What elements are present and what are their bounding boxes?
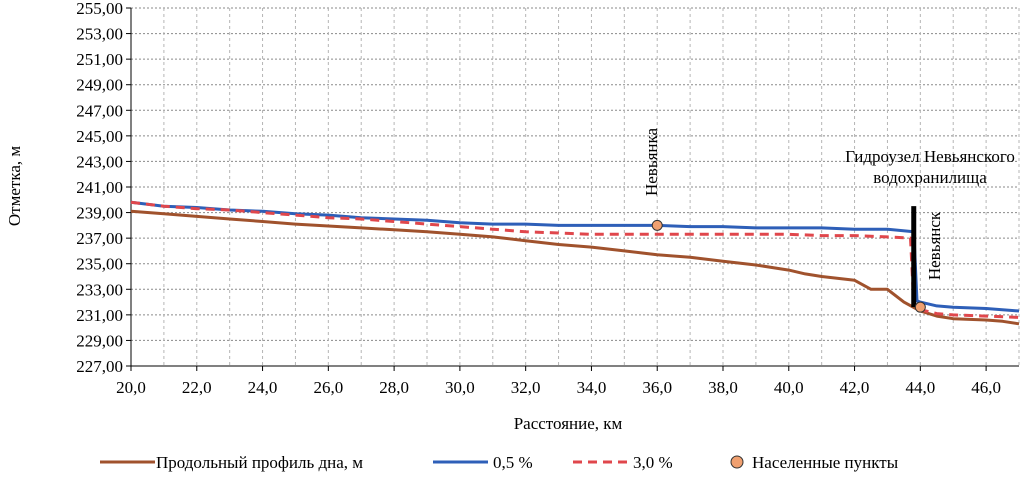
settlement-point [914, 301, 926, 313]
y-tick-label: 237,00 [76, 229, 123, 248]
series-group [130, 200, 1020, 326]
series-0-5-percent [130, 200, 1020, 313]
y-tick-label: 245,00 [76, 127, 123, 146]
y-tick-label: 241,00 [76, 178, 123, 197]
x-tick-label: 36,0 [642, 378, 672, 397]
grid [131, 7, 1020, 367]
series-3-0-percent [130, 200, 1020, 319]
settlement-point [651, 219, 663, 231]
x-tick-label: 46,0 [971, 378, 1001, 397]
legend-label-bed: Продольный профиль дна, м [156, 453, 363, 472]
settlement-points [651, 219, 926, 313]
y-axis-title: Отметка, м [5, 146, 24, 226]
legend: Продольный профиль дна, м 0,5 % 3,0 % На… [100, 453, 899, 472]
dam-label-line-1: Гидроузел Невьянского [845, 147, 1015, 166]
x-tick-label: 32,0 [511, 378, 541, 397]
y-tick-label: 247,00 [76, 101, 123, 120]
x-tick-label: 44,0 [905, 378, 935, 397]
y-tick-label: 233,00 [76, 280, 123, 299]
y-tick-label: 235,00 [76, 255, 123, 274]
legend-label-settlements: Населенные пункты [752, 453, 899, 472]
x-tick-label: 26,0 [313, 378, 343, 397]
y-tick-label: 227,00 [76, 357, 123, 376]
axes [126, 7, 1019, 371]
dam-label-line-2: водохранилища [873, 168, 987, 187]
x-tick-label: 34,0 [577, 378, 607, 397]
y-tick-label: 231,00 [76, 306, 123, 325]
x-tick-label: 22,0 [182, 378, 212, 397]
y-tick-label: 251,00 [76, 50, 123, 69]
x-axis-title: Расстояние, км [514, 414, 623, 433]
x-tick-label: 42,0 [840, 378, 870, 397]
y-tick-label: 253,00 [76, 25, 123, 44]
legend-label-30: 3,0 % [633, 453, 673, 472]
y-tick-label: 249,00 [76, 76, 123, 95]
x-tick-label: 24,0 [248, 378, 278, 397]
x-tick-label: 20,0 [116, 378, 146, 397]
legend-label-05: 0,5 % [493, 453, 533, 472]
x-tick-label: 28,0 [379, 378, 409, 397]
x-tick-label: 40,0 [774, 378, 804, 397]
y-tick-label: 229,00 [76, 331, 123, 350]
tick-labels: 227,00 229,00 231,00 233,00 235,00 237,00 239,… [76, 0, 1001, 397]
y-tick-label: 239,00 [76, 204, 123, 223]
x-tick-label: 30,0 [445, 378, 475, 397]
y-tick-label: 255,00 [76, 0, 123, 18]
x-tick-label: 38,0 [708, 378, 738, 397]
series-bed-profile [130, 209, 1020, 326]
settlement-label-nevyansk: Невьянск [925, 211, 944, 280]
legend-swatch-settlements [730, 455, 744, 469]
y-tick-label: 243,00 [76, 152, 123, 171]
settlement-label-nevyanka: Невьянка [642, 128, 661, 197]
